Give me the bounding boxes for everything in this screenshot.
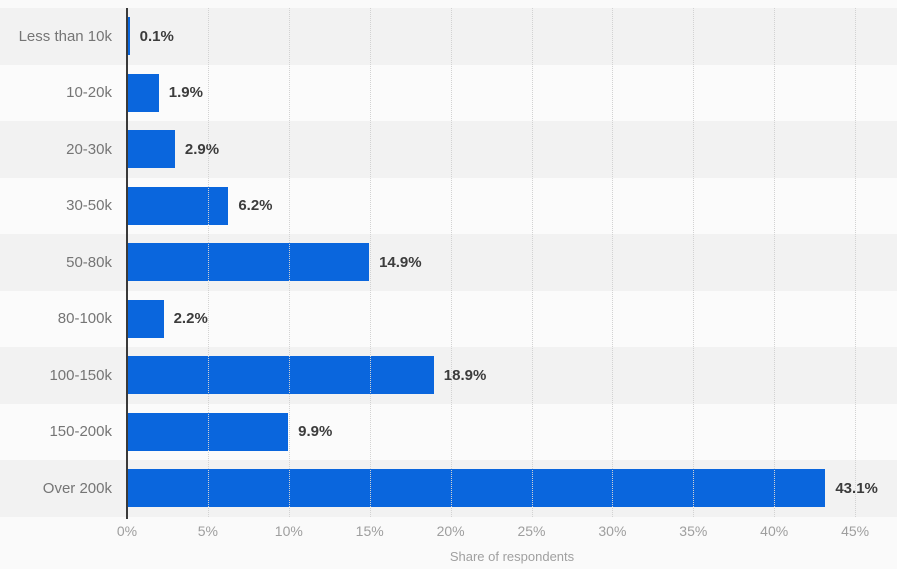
gridline [855,8,857,517]
gridline [612,8,614,517]
value-label: 1.9% [168,84,203,102]
chart-row: 20-30k 2.9% [0,121,897,178]
category-label: 50-80k [66,253,112,271]
gridline [207,8,209,517]
category-label: 20-30k [66,140,112,158]
chart-row: 150-200k 9.9% [0,403,897,460]
x-axis-tick-label: 45% [841,523,870,539]
x-axis-tick-label: 40% [760,523,789,539]
y-axis-line [126,8,128,519]
category-label: 100-150k [49,366,112,384]
gridline [369,8,371,517]
chart-row: 30-50k 6.2% [0,177,897,234]
gridline [288,8,290,517]
gridline [774,8,776,517]
x-axis-tick-label: 5% [197,523,218,539]
x-axis-tick-label: 25% [517,523,546,539]
value-label: 43.1% [835,479,878,497]
chart-row: Over 200k 43.1% [0,460,897,517]
value-label: 18.9% [443,366,487,384]
chart-row: 50-80k 14.9% [0,234,897,291]
bar[interactable] [128,73,159,112]
x-axis-tick-label: 0% [116,523,138,539]
chart-row: Less than 10k 0.1% [0,8,897,65]
value-label: 2.9% [184,140,220,158]
chart-row: 100-150k 18.9% [0,347,897,404]
x-axis-tick-label: 20% [436,523,465,539]
gridline [693,8,695,517]
chart-rows: Less than 10k 0.1% 10-20k 1.9% 20-30k 2.9% 30-… [0,8,897,517]
chart-row: 10-20k 1.9% [0,64,897,121]
value-label: 14.9% [379,253,422,271]
category-label: Less than 10k [18,27,112,45]
gridline [531,8,533,517]
x-axis-tick-label: 15% [355,523,384,539]
value-label: 2.2% [173,310,208,328]
gridline [450,8,452,517]
category-label: 30-50k [66,197,112,215]
bar[interactable] [128,186,229,225]
x-axis-label: Share of respondents [449,549,575,564]
value-label: 9.9% [298,423,333,441]
value-label: 0.1% [139,27,174,45]
bar[interactable] [128,356,434,395]
bar[interactable] [128,17,130,56]
x-axis-tick-label: 35% [679,523,708,539]
category-label: 10-20k [66,84,112,102]
value-label: 6.2% [238,197,273,215]
x-axis-tick-label: 10% [274,523,303,539]
category-label: 80-100k [57,310,112,328]
chart-row: 80-100k 2.2% [0,290,897,347]
bar[interactable] [128,299,164,338]
category-label: 150-200k [49,423,112,441]
bar[interactable] [128,130,175,169]
bar[interactable] [128,243,370,282]
category-label: Over 200k [42,479,112,497]
x-axis-tick-label: 30% [598,523,627,539]
bar[interactable] [128,469,826,508]
